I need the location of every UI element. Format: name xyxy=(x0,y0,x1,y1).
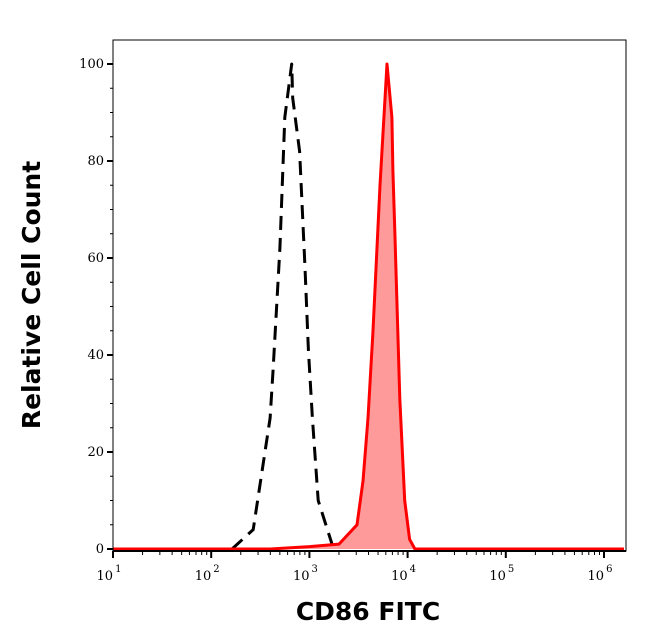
axis-ticks: 0 20 40 60 80 100 10 1 10 2 10 3 10 4 10 5 10 6 xyxy=(79,39,627,584)
y-tick-label: 80 xyxy=(87,154,104,169)
x-tick-label: 10 4 xyxy=(391,564,416,584)
y-tick-label: 20 xyxy=(87,445,104,460)
y-tick-label: 60 xyxy=(87,251,104,266)
x-axis-title: CD86 FITC xyxy=(296,597,440,626)
y-tick-label: 100 xyxy=(79,57,104,72)
series-1-line xyxy=(230,62,334,551)
series-2-line xyxy=(113,62,624,551)
x-tick-label: 10 2 xyxy=(195,564,220,584)
series-2-fill xyxy=(113,64,625,549)
y-axis-title: Relative Cell Count xyxy=(17,161,46,429)
x-tick-label: 10 6 xyxy=(588,564,613,584)
y-tick-label: 0 xyxy=(96,542,104,557)
x-tick-label: 10 5 xyxy=(489,564,514,584)
plot-area xyxy=(113,62,625,551)
x-tick-label: 10 3 xyxy=(293,564,318,584)
x-tick-label: 10 1 xyxy=(97,564,122,584)
y-tick-label: 40 xyxy=(87,348,104,363)
